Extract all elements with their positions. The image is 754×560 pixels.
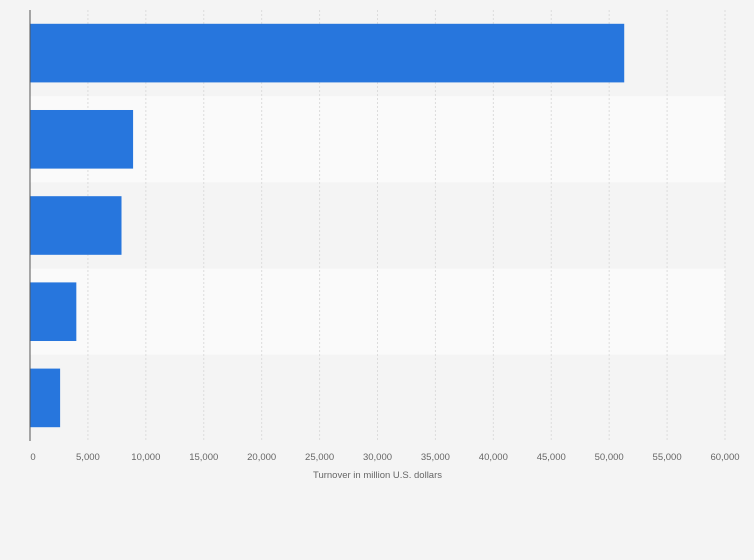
bar[interactable] — [30, 23, 625, 83]
x-tick-label: 10,000 — [131, 452, 160, 463]
x-tick-label: 15,000 — [189, 452, 218, 463]
x-axis-title: Turnover in million U.S. dollars — [313, 470, 442, 481]
x-tick-label: 55,000 — [653, 452, 682, 463]
bar[interactable] — [30, 368, 61, 428]
x-tick-label: 50,000 — [595, 452, 624, 463]
x-tick-label: 60,000 — [710, 452, 739, 463]
bar[interactable] — [30, 109, 134, 169]
bar[interactable] — [30, 282, 77, 342]
x-tick-label: 25,000 — [305, 452, 334, 463]
x-tick-label: 5,000 — [76, 452, 100, 463]
x-tick-label: 30,000 — [363, 452, 392, 463]
x-tick-label: 20,000 — [247, 452, 276, 463]
x-tick-label: 35,000 — [421, 452, 450, 463]
x-tick-label: 45,000 — [537, 452, 566, 463]
bar[interactable] — [30, 196, 122, 255]
x-tick-labels: 0 5,000 10,000 15,000 20,000 25,000 30,000 35,0… — [30, 452, 739, 463]
x-tick-label: 0 — [30, 452, 35, 463]
x-tick-label: 40,000 — [479, 452, 508, 463]
bars — [30, 23, 625, 428]
